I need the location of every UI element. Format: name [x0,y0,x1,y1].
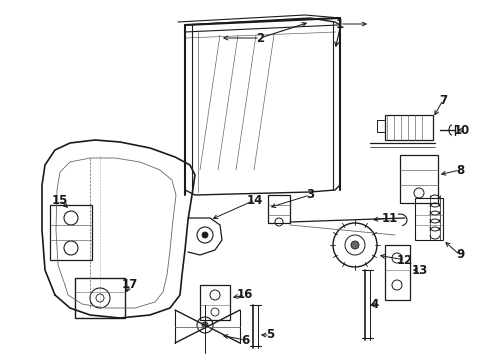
Text: 15: 15 [52,194,68,207]
Text: 7: 7 [439,94,447,107]
Bar [268,195,290,223]
Text: 2: 2 [256,31,264,45]
Text: 10: 10 [454,123,470,136]
Text: 11: 11 [382,211,398,225]
Bar [385,245,410,300]
Circle shape [351,241,359,249]
Text: 5: 5 [266,328,274,342]
Text: 13: 13 [412,264,428,276]
Text: 8: 8 [456,163,464,176]
Text: 4: 4 [371,298,379,311]
Text: 12: 12 [397,253,413,266]
Bar [400,155,438,203]
Text: 16: 16 [237,288,253,302]
Bar [200,285,230,320]
Text: 17: 17 [122,279,138,292]
Text: 3: 3 [306,189,314,202]
Bar [415,198,443,240]
Circle shape [202,322,208,328]
Text: 1: 1 [336,18,344,31]
Text: 9: 9 [456,248,464,261]
Circle shape [202,232,208,238]
Text: 6: 6 [241,333,249,346]
Bar [377,120,385,132]
Text: 14: 14 [247,194,263,207]
Bar [75,278,125,318]
Bar [50,205,92,260]
Bar [385,115,433,140]
